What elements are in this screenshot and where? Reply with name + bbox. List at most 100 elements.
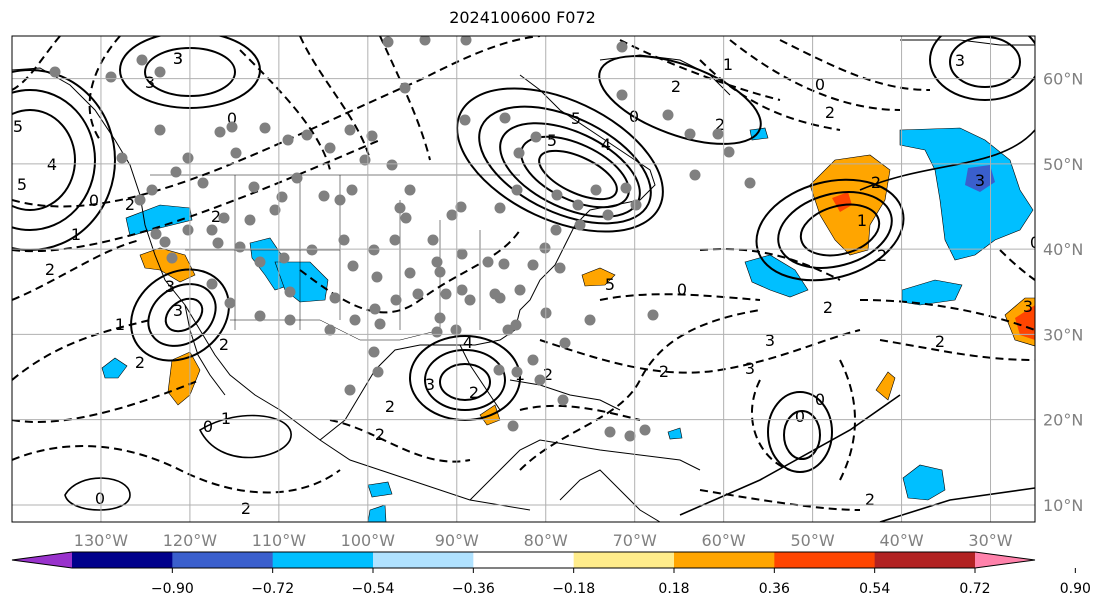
station-dot <box>559 337 571 349</box>
station-dot <box>390 294 402 306</box>
station-dot <box>572 199 584 211</box>
contour-label: 2 <box>935 332 945 351</box>
station-dot <box>427 234 439 246</box>
contour-label: 5 <box>571 109 581 128</box>
station-dot <box>551 189 563 201</box>
station-dot <box>154 124 166 136</box>
station-dot <box>206 278 218 290</box>
station-dot <box>226 121 238 133</box>
contour-label: 1 <box>71 225 81 244</box>
station-dot <box>206 224 218 236</box>
station-dot <box>584 314 596 326</box>
contour-label: 2 <box>865 490 875 509</box>
station-dot <box>154 66 166 78</box>
station-dot <box>368 244 380 256</box>
shade-violet-core <box>965 165 995 192</box>
station-dot <box>494 202 506 214</box>
contour-label: 2 <box>125 195 135 214</box>
colorbar-outline <box>11 551 1036 569</box>
contour-label: 2 <box>871 173 881 192</box>
colorbar-tick-label: 0.18 <box>658 581 689 597</box>
station-dot <box>166 252 178 264</box>
station-dot <box>510 319 522 331</box>
station-dot <box>639 424 651 436</box>
shade-cyan-capeverde <box>902 464 946 501</box>
station-dot <box>338 234 350 246</box>
station-dot <box>230 147 242 159</box>
station-dot <box>527 259 539 271</box>
station-dot <box>212 237 224 249</box>
station-dot <box>482 256 494 268</box>
colorbar-tick-label: 0.90 <box>1060 581 1091 597</box>
contour-label: 3 <box>425 375 435 394</box>
shade-cyan-bermuda <box>744 254 809 298</box>
contour-label: 2 <box>375 425 385 444</box>
station-dot <box>616 89 628 101</box>
station-dot <box>550 224 562 236</box>
station-dot <box>431 256 443 268</box>
station-dot <box>146 184 158 196</box>
colorbar-segment <box>473 552 575 568</box>
station-dot <box>218 212 230 224</box>
station-dot <box>590 184 602 196</box>
contour-label: 3 <box>173 49 183 68</box>
contour-label: 3 <box>165 277 175 296</box>
station-dot <box>723 146 735 158</box>
lon-tick-label: 130°W <box>74 531 129 550</box>
contour-label: 4 <box>601 135 611 154</box>
lon-tick-label: 100°W <box>341 531 396 550</box>
station-dot <box>276 191 288 203</box>
shade-cyan-pacific <box>101 357 128 379</box>
station-dot <box>136 54 148 66</box>
station-dot <box>527 354 539 366</box>
station-dot <box>291 172 303 184</box>
map-title: 2024100600 F072 <box>449 8 596 27</box>
station-dot <box>254 310 266 322</box>
station-dot <box>284 286 296 298</box>
station-dot <box>259 122 271 134</box>
lon-tick-label: 90°W <box>435 531 479 550</box>
contour-label: 0 <box>89 191 99 210</box>
contour-label: 1 <box>723 55 733 74</box>
station-dot <box>366 130 378 142</box>
station-dot <box>371 271 383 283</box>
station-dot <box>254 256 266 268</box>
station-dot <box>507 420 519 432</box>
station-dot <box>347 260 359 272</box>
station-dot <box>539 242 551 254</box>
contour-label: 3 <box>765 331 775 350</box>
lon-tick-label: 60°W <box>702 531 746 550</box>
contour-label: 2 <box>385 397 395 416</box>
colorbar: −0.90 −0.72 −0.54 −0.36 −0.18 0.18 0.36 0.54 0.7… <box>11 551 1091 597</box>
colorbar-segment <box>573 552 675 568</box>
shade-cyan-tiny-3 <box>367 504 387 522</box>
station-dot <box>399 82 411 94</box>
station-dot <box>349 314 361 326</box>
station-dot <box>374 318 386 330</box>
station-dot <box>284 314 296 326</box>
station-dot <box>493 364 505 376</box>
shade-cyan-rockies-1 <box>249 237 291 291</box>
map-frame <box>11 35 1036 523</box>
contour-label: 2 <box>825 103 835 122</box>
colorbar-tick-label: −0.36 <box>452 581 495 597</box>
station-dot <box>502 324 514 336</box>
contour-label: 3 <box>173 49 183 68</box>
contour-label: 0 <box>227 109 237 128</box>
station-dot <box>282 134 294 146</box>
colorbar-extend-high <box>975 552 1035 568</box>
contour-label: 2 <box>877 246 887 265</box>
station-dot <box>513 147 525 159</box>
station-dot <box>344 384 356 396</box>
station-dot <box>318 190 330 202</box>
station-dot <box>150 228 162 240</box>
station-dot <box>400 212 412 224</box>
station-dot <box>684 128 696 140</box>
colorbar-segment <box>72 552 173 568</box>
station-dot <box>278 252 290 264</box>
contour-label: 3 <box>745 359 755 378</box>
station-dot <box>269 204 281 216</box>
station-dot <box>404 267 416 279</box>
contour-label: 0 <box>629 107 639 126</box>
